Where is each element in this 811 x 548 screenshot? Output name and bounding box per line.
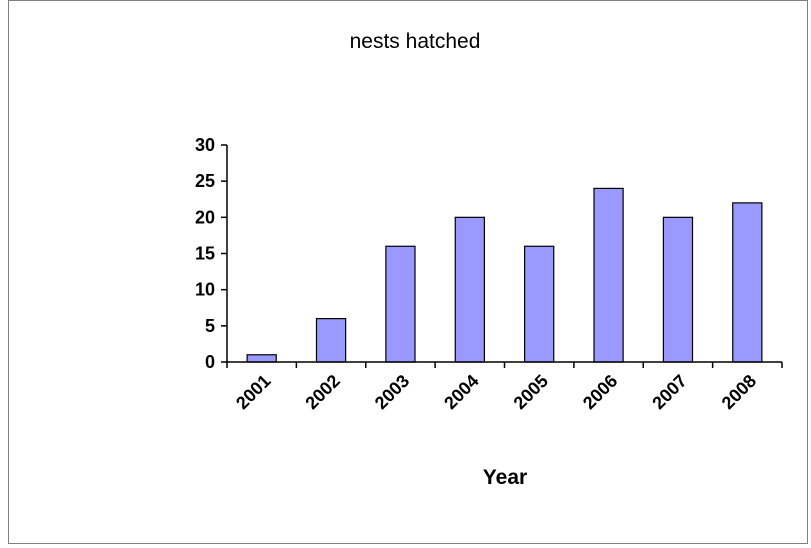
x-tick-label: 2005 xyxy=(510,371,552,413)
y-tick-label: 20 xyxy=(195,207,215,227)
x-tick-label: 2003 xyxy=(371,371,413,413)
bar-2003 xyxy=(385,245,416,363)
x-tick-label: 2006 xyxy=(579,371,621,413)
x-axis-ticks: 2001 2002 2003 2004 2005 2006 2007 2008 xyxy=(226,362,783,413)
bar-2004 xyxy=(454,216,485,363)
bar-2002 xyxy=(315,318,347,363)
x-tick-label: 2002 xyxy=(301,371,343,413)
y-tick-label: 25 xyxy=(195,171,215,191)
x-tick-label: 2008 xyxy=(718,371,760,413)
x-tick-label: 2004 xyxy=(440,371,482,413)
x-tick-label: 2001 xyxy=(232,371,274,413)
y-axis-ticks: 0 5 10 15 20 25 30 xyxy=(195,135,227,372)
bars xyxy=(246,187,763,363)
x-tick-label: 2007 xyxy=(648,371,690,413)
y-tick-label: 0 xyxy=(205,352,215,372)
x-axis-label: Year xyxy=(483,466,527,489)
chart-title: nests hatched xyxy=(350,30,481,53)
bar-2001 xyxy=(246,354,277,363)
bar-2005 xyxy=(524,245,555,363)
bar-2008 xyxy=(732,202,763,363)
y-tick-label: 15 xyxy=(195,244,215,264)
bar-2006 xyxy=(593,187,624,363)
y-tick-label: 10 xyxy=(195,280,215,300)
y-tick-label: 30 xyxy=(195,135,215,155)
y-tick-label: 5 xyxy=(205,316,215,336)
bar-2007 xyxy=(662,216,694,363)
